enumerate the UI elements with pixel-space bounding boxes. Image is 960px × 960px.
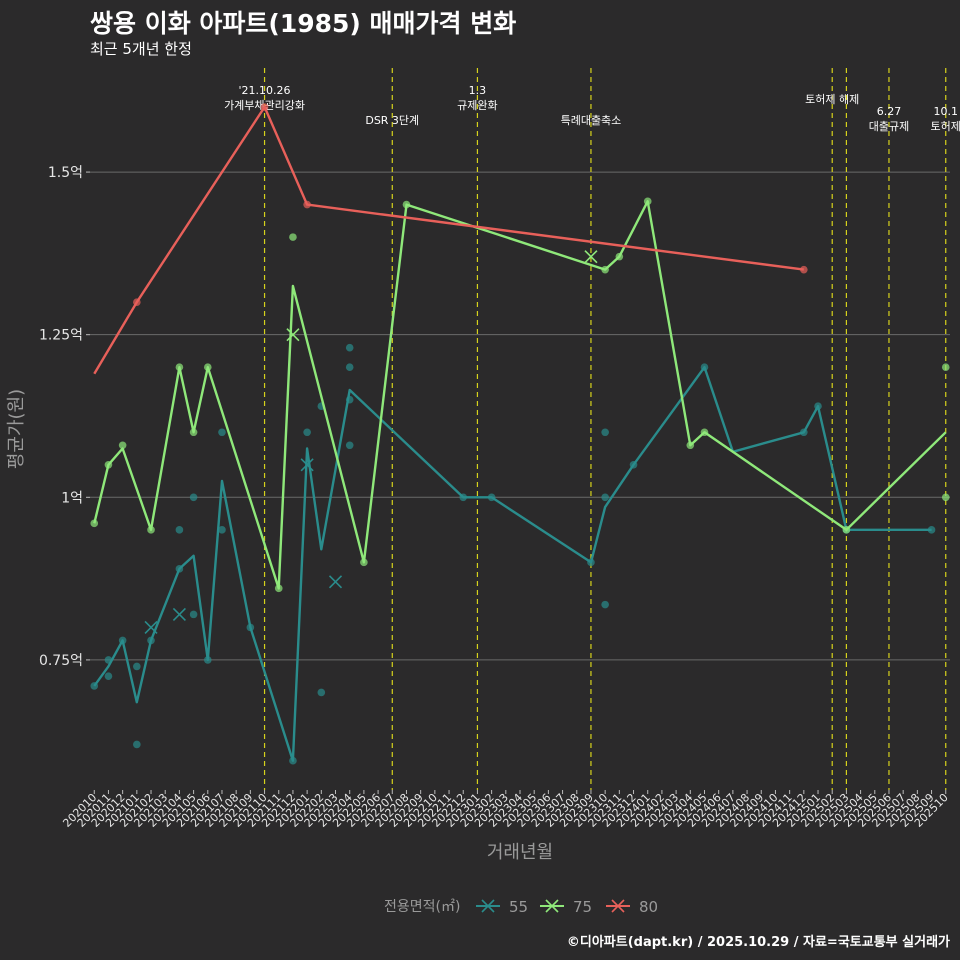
cross-marker-55 — [328, 575, 343, 589]
data-point-75 — [189, 428, 198, 437]
data-point-75 — [90, 519, 99, 528]
series-75 — [90, 197, 950, 593]
data-point-80 — [133, 298, 141, 306]
data-point-55 — [189, 610, 198, 619]
data-point-80 — [260, 103, 269, 111]
data-point-55 — [246, 623, 255, 632]
data-point-55 — [601, 493, 609, 502]
series-line-80 — [93, 105, 804, 375]
data-point-55 — [175, 565, 184, 573]
event-label: 6.27 — [877, 105, 902, 118]
event-label: 규제완화 — [457, 99, 497, 112]
data-point-55 — [487, 493, 496, 502]
event-label: 대출규제 — [869, 120, 909, 133]
legend-cross-55 — [481, 899, 495, 913]
data-point-80 — [800, 265, 808, 274]
data-point-75 — [941, 363, 950, 372]
legend-cross-80 — [611, 899, 625, 913]
data-point-55 — [345, 395, 354, 404]
data-point-55 — [345, 343, 354, 352]
data-point-80 — [303, 200, 311, 209]
data-point-75 — [686, 441, 695, 450]
data-point-75 — [203, 363, 212, 372]
x-axis-title: 거래년월 — [487, 842, 553, 863]
data-point-55 — [303, 428, 311, 437]
data-point-55 — [218, 526, 226, 534]
y-tick-label: 0.75억 — [39, 653, 83, 669]
data-point-75 — [941, 493, 950, 502]
series-55 — [90, 343, 936, 765]
data-point-55 — [147, 636, 155, 645]
data-point-75 — [643, 197, 652, 206]
data-point-75 — [700, 428, 709, 437]
legend-label-80: 80 — [639, 898, 658, 916]
event-label: 특례대출축소 — [561, 114, 622, 127]
cross-marker-75 — [286, 328, 300, 342]
data-point-75 — [104, 460, 113, 469]
data-point-55 — [927, 526, 936, 534]
data-point-55 — [104, 656, 113, 664]
event-label: DSR 3단계 — [365, 114, 419, 127]
data-point-75 — [402, 200, 411, 209]
data-point-55 — [133, 662, 141, 671]
data-point-55 — [601, 600, 609, 609]
cross-marker-75 — [584, 250, 598, 264]
event-label: 1.3 — [469, 84, 487, 97]
data-point-55 — [459, 493, 468, 502]
cross-marker-55 — [144, 620, 158, 634]
data-point-75 — [601, 265, 609, 274]
data-point-75 — [615, 252, 624, 261]
data-point-55 — [800, 428, 808, 437]
data-point-75 — [360, 558, 368, 567]
series-line-55 — [93, 366, 932, 762]
chart-subtitle: 최근 5개년 한정 — [90, 40, 192, 58]
y-tick-label: 1.25억 — [39, 328, 83, 344]
data-point-75 — [118, 441, 127, 450]
data-point-55 — [814, 402, 822, 411]
event-label: 토허제 해제 — [805, 92, 859, 106]
legend-item-55: 55 — [476, 898, 528, 916]
y-tick-label: 1.5억 — [48, 165, 83, 181]
legend-item-75: 75 — [540, 898, 592, 916]
data-point-55 — [289, 756, 297, 765]
data-point-55 — [629, 460, 638, 469]
data-point-55 — [587, 558, 595, 567]
data-point-75 — [274, 584, 283, 593]
cross-marker-55 — [300, 458, 314, 472]
data-point-55 — [700, 363, 709, 372]
data-point-75 — [175, 363, 184, 372]
event-label: 10.1 — [933, 105, 958, 118]
event-label: 토허제 — [931, 120, 960, 133]
data-point-55 — [90, 682, 99, 690]
legend-label-75: 75 — [573, 898, 592, 916]
data-point-55 — [317, 688, 326, 697]
chart-title: 쌍용 이화 아파트(1985) 매매가격 변화 — [90, 9, 517, 38]
data-point-55 — [118, 636, 127, 645]
y-axis-title: 평균가(원) — [6, 389, 27, 469]
y-tick-label: 1억 — [61, 490, 83, 506]
data-point-55 — [218, 428, 226, 437]
data-point-55 — [601, 428, 609, 437]
data-point-75 — [842, 526, 851, 534]
chart-caption: ©디아파트(dapt.kr) / 2025.10.29 / 자료=국토교통부 실… — [566, 935, 950, 950]
data-point-55 — [104, 672, 113, 680]
legend-cross-75 — [545, 899, 559, 913]
data-point-75 — [147, 526, 155, 534]
legend-label-55: 55 — [509, 898, 528, 916]
data-point-55 — [189, 493, 198, 502]
legend-item-80: 80 — [606, 898, 658, 916]
data-point-55 — [345, 441, 354, 450]
series-80 — [93, 103, 808, 375]
data-point-55 — [133, 740, 141, 749]
data-point-55 — [175, 526, 184, 534]
cross-marker-55 — [172, 607, 186, 621]
data-point-75 — [289, 233, 297, 241]
data-point-55 — [203, 656, 212, 664]
legend-title: 전용면적(㎡) — [384, 899, 460, 915]
event-label: '21.10.26 — [239, 84, 291, 97]
data-point-55 — [345, 363, 354, 372]
